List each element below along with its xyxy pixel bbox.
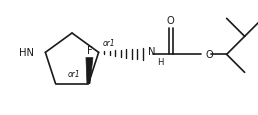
Text: F: F <box>87 45 92 55</box>
Text: O: O <box>167 16 174 26</box>
Text: or1: or1 <box>68 70 80 78</box>
Polygon shape <box>86 58 93 84</box>
Text: or1: or1 <box>103 39 115 47</box>
Text: H: H <box>157 57 163 66</box>
Text: O: O <box>206 50 213 60</box>
Text: HN: HN <box>19 48 34 58</box>
Text: N: N <box>148 47 155 57</box>
